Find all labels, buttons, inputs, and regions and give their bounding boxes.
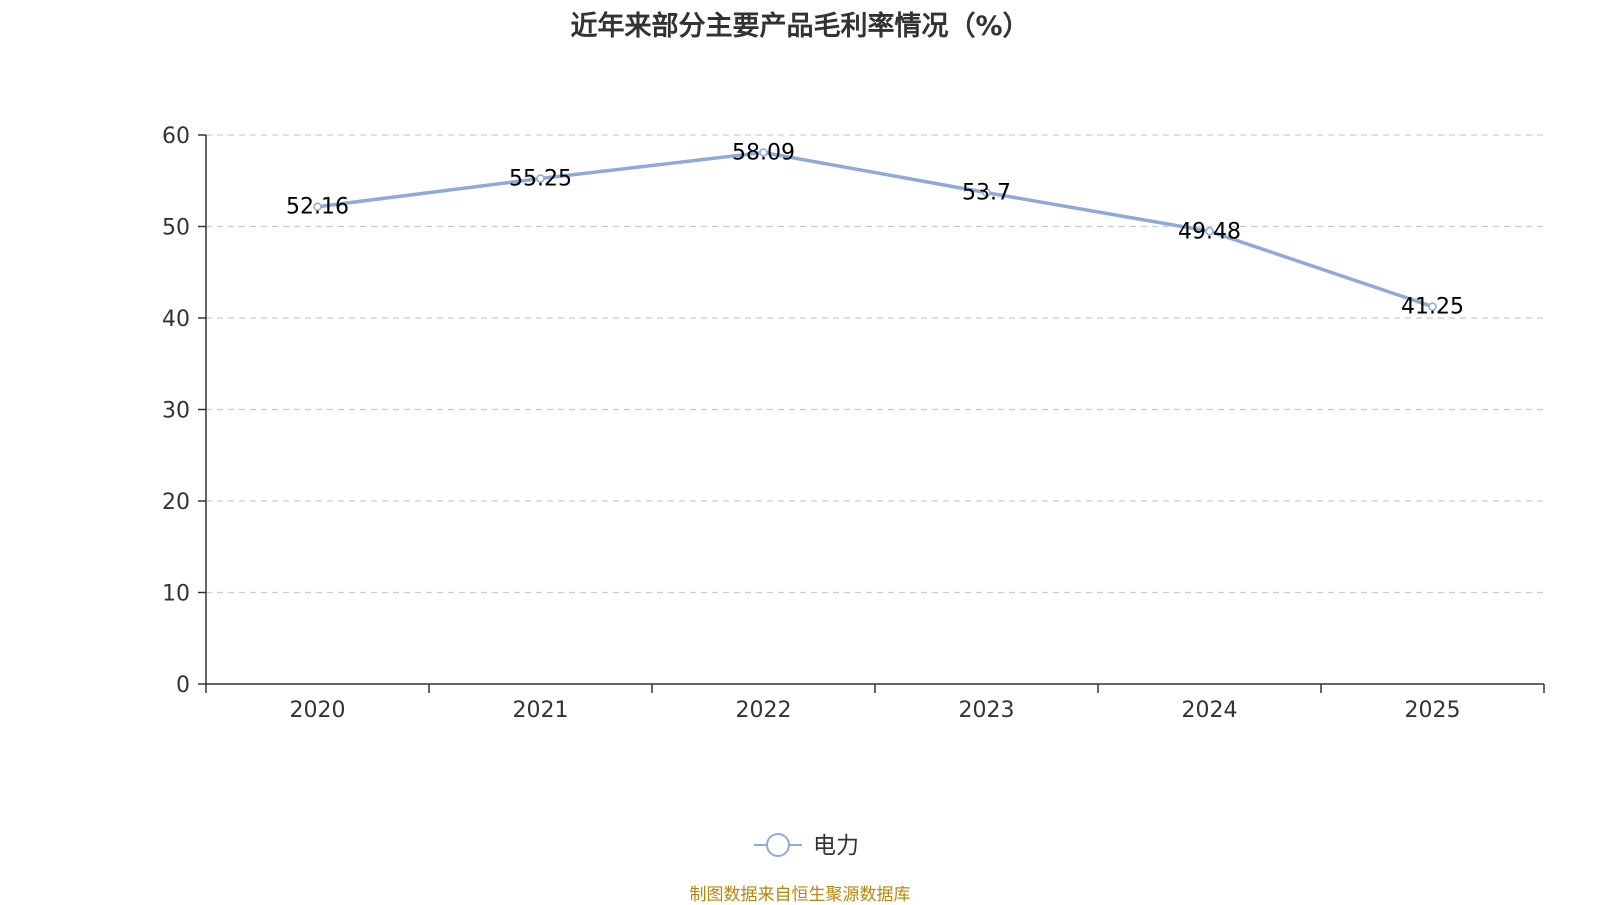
data-label: 55.25: [509, 166, 572, 191]
data-point[interactable]: [1205, 227, 1214, 236]
data-label: 52.16: [286, 195, 349, 220]
y-tick-label: 0: [176, 673, 190, 698]
source-note: 制图数据来自恒生聚源数据库: [689, 885, 911, 905]
legend[interactable]: 电力: [754, 833, 859, 859]
y-tick-label: 60: [162, 124, 190, 149]
x-tick-label: 2021: [513, 698, 569, 723]
legend-marker-icon[interactable]: [766, 833, 790, 857]
data-point[interactable]: [536, 174, 545, 183]
y-tick-label: 20: [162, 490, 190, 515]
data-labels: 52.16 55.25 58.09 53.7 49.48 41.25: [286, 140, 1464, 319]
x-tick-label: 2023: [959, 698, 1015, 723]
data-point[interactable]: [1428, 302, 1437, 311]
axes: 0 10 20 30 40 50 60 2020 2021 2022 2023 2024 2025: [162, 124, 1545, 723]
x-tick-label: 2024: [1182, 698, 1238, 723]
legend-label[interactable]: 电力: [813, 833, 859, 859]
series-layer: [313, 148, 1437, 311]
data-label: 49.48: [1178, 219, 1241, 244]
chart-title: 近年来部分主要产品毛利率情况（%）: [570, 11, 1030, 42]
x-tick-label: 2020: [290, 698, 346, 723]
data-point[interactable]: [982, 188, 991, 197]
series-line: [315, 150, 1435, 309]
x-tick-label: 2025: [1405, 698, 1461, 723]
data-label: 58.09: [732, 140, 795, 165]
grid-lines: [206, 134, 1544, 594]
x-tick-label: 2022: [736, 698, 792, 723]
y-tick-label: 30: [162, 399, 190, 424]
y-tick-label: 40: [162, 307, 190, 332]
data-point[interactable]: [759, 148, 768, 157]
data-label: 53.7: [962, 181, 1011, 206]
y-tick-label: 50: [162, 216, 190, 241]
data-label: 41.25: [1401, 295, 1464, 320]
y-tick-label: 10: [162, 582, 190, 607]
data-point[interactable]: [313, 202, 322, 211]
